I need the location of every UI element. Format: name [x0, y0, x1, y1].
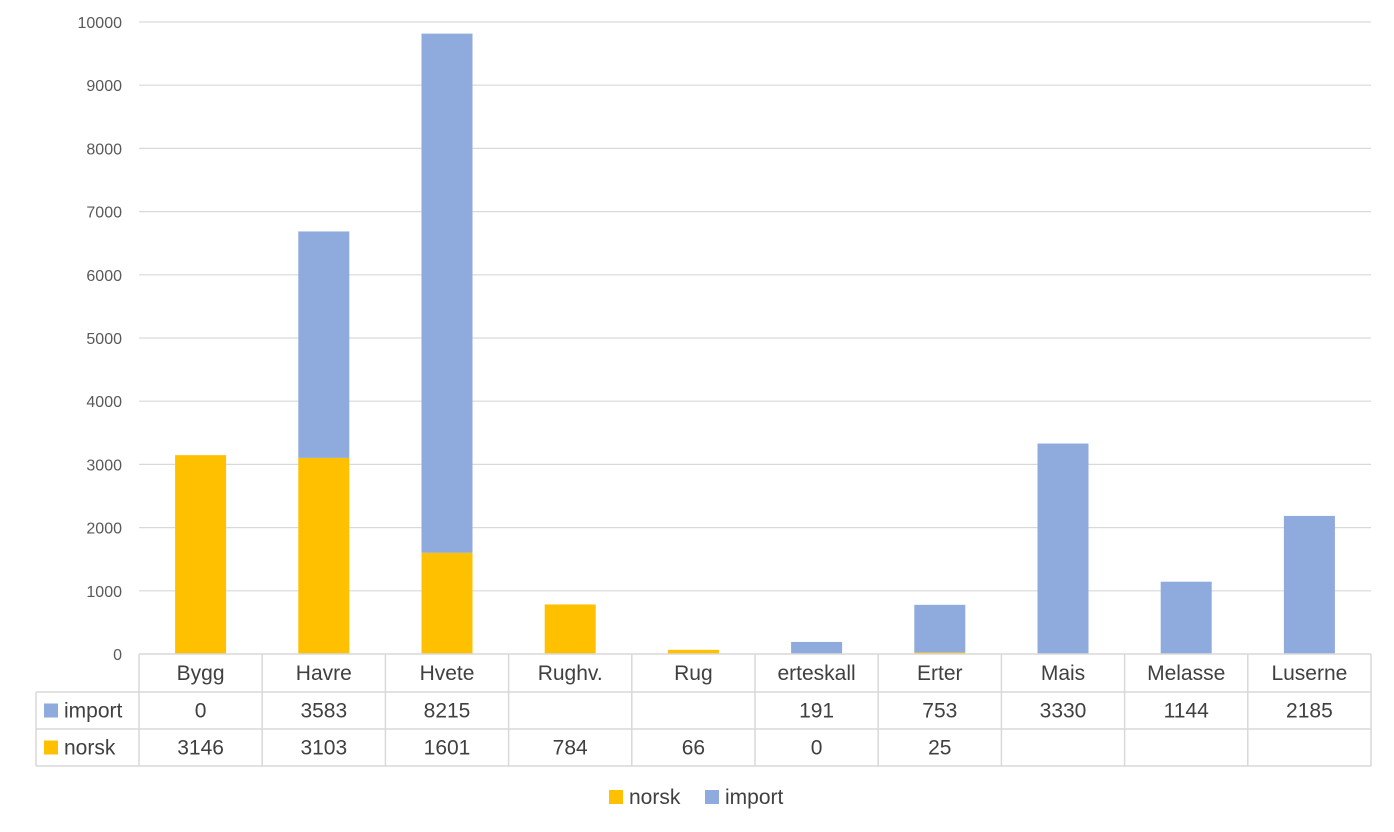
table-cell-import: 1144 [1164, 700, 1209, 723]
bar-import [421, 33, 473, 553]
table-cell-import: 753 [922, 700, 957, 723]
legend: norsk import [609, 786, 784, 809]
x-category-label: erteskall [777, 662, 855, 685]
legend-label-norsk: norsk [629, 786, 681, 809]
data-table: Bygg Havre Hvete Rughv. Rug erteskall Erter Mai… [35, 653, 1372, 767]
table-cell-import: 0 [195, 700, 207, 723]
table-cell-import: 3330 [1040, 700, 1087, 723]
x-category-label: Rughv. [538, 662, 603, 685]
x-category-label: Bygg [177, 662, 225, 685]
bar-norsk [175, 455, 227, 654]
bar-import [298, 231, 350, 458]
y-axis-ticks: 0 1000 2000 3000 4000 5000 6000 7000 8000 9000 100… [78, 15, 123, 664]
table-cell-import: 191 [799, 700, 834, 723]
table-legend-key-import [44, 703, 58, 718]
table-cell-norsk: 25 [928, 737, 951, 760]
y-tick-label: 10000 [78, 15, 123, 32]
table-cell-norsk: 1601 [424, 737, 471, 760]
bar-norsk [421, 552, 473, 654]
legend-swatch-import [705, 790, 719, 804]
table-legend-key-norsk [44, 740, 58, 755]
bar-norsk [667, 649, 719, 654]
y-tick-label: 6000 [86, 268, 122, 285]
table-cell-norsk: 0 [811, 737, 823, 760]
y-tick-label: 7000 [86, 205, 122, 222]
bar-import [1037, 443, 1089, 654]
x-category-label: Havre [296, 662, 352, 685]
table-cell-norsk: 3103 [300, 737, 347, 760]
table-cell-import: 3583 [300, 700, 347, 723]
bar-norsk [544, 604, 596, 654]
legend-label-import: import [725, 786, 784, 809]
x-category-label: Hvete [420, 662, 475, 685]
x-category-label: Luserne [1271, 662, 1347, 685]
bar-import [1283, 515, 1335, 654]
table-cell-norsk: 784 [553, 737, 588, 760]
table-row-label-norsk: norsk [64, 737, 116, 760]
table-cell-norsk: 66 [682, 737, 705, 760]
y-tick-label: 4000 [86, 394, 122, 411]
y-tick-label: 5000 [86, 331, 122, 348]
bar-import [791, 641, 843, 654]
y-tick-label: 2000 [86, 521, 122, 538]
bar-norsk [914, 652, 966, 654]
x-category-label: Erter [917, 662, 963, 685]
y-tick-label: 9000 [86, 78, 122, 95]
y-tick-label: 0 [113, 647, 122, 664]
table-cell-norsk: 3146 [177, 737, 224, 760]
legend-swatch-norsk [609, 790, 623, 804]
x-category-label: Rug [674, 662, 713, 685]
y-tick-label: 8000 [86, 141, 122, 158]
x-category-label: Melasse [1147, 662, 1225, 685]
y-tick-label: 1000 [86, 584, 122, 601]
bars [175, 33, 1335, 654]
y-tick-label: 3000 [86, 457, 122, 474]
table-cell-import: 2185 [1286, 700, 1333, 723]
bar-import [1160, 581, 1212, 654]
table-row-label-import: import [64, 700, 123, 723]
bar-norsk [298, 457, 350, 654]
bar-import [914, 604, 966, 653]
table-cell-import: 8215 [424, 700, 471, 723]
x-category-label: Mais [1041, 662, 1085, 685]
